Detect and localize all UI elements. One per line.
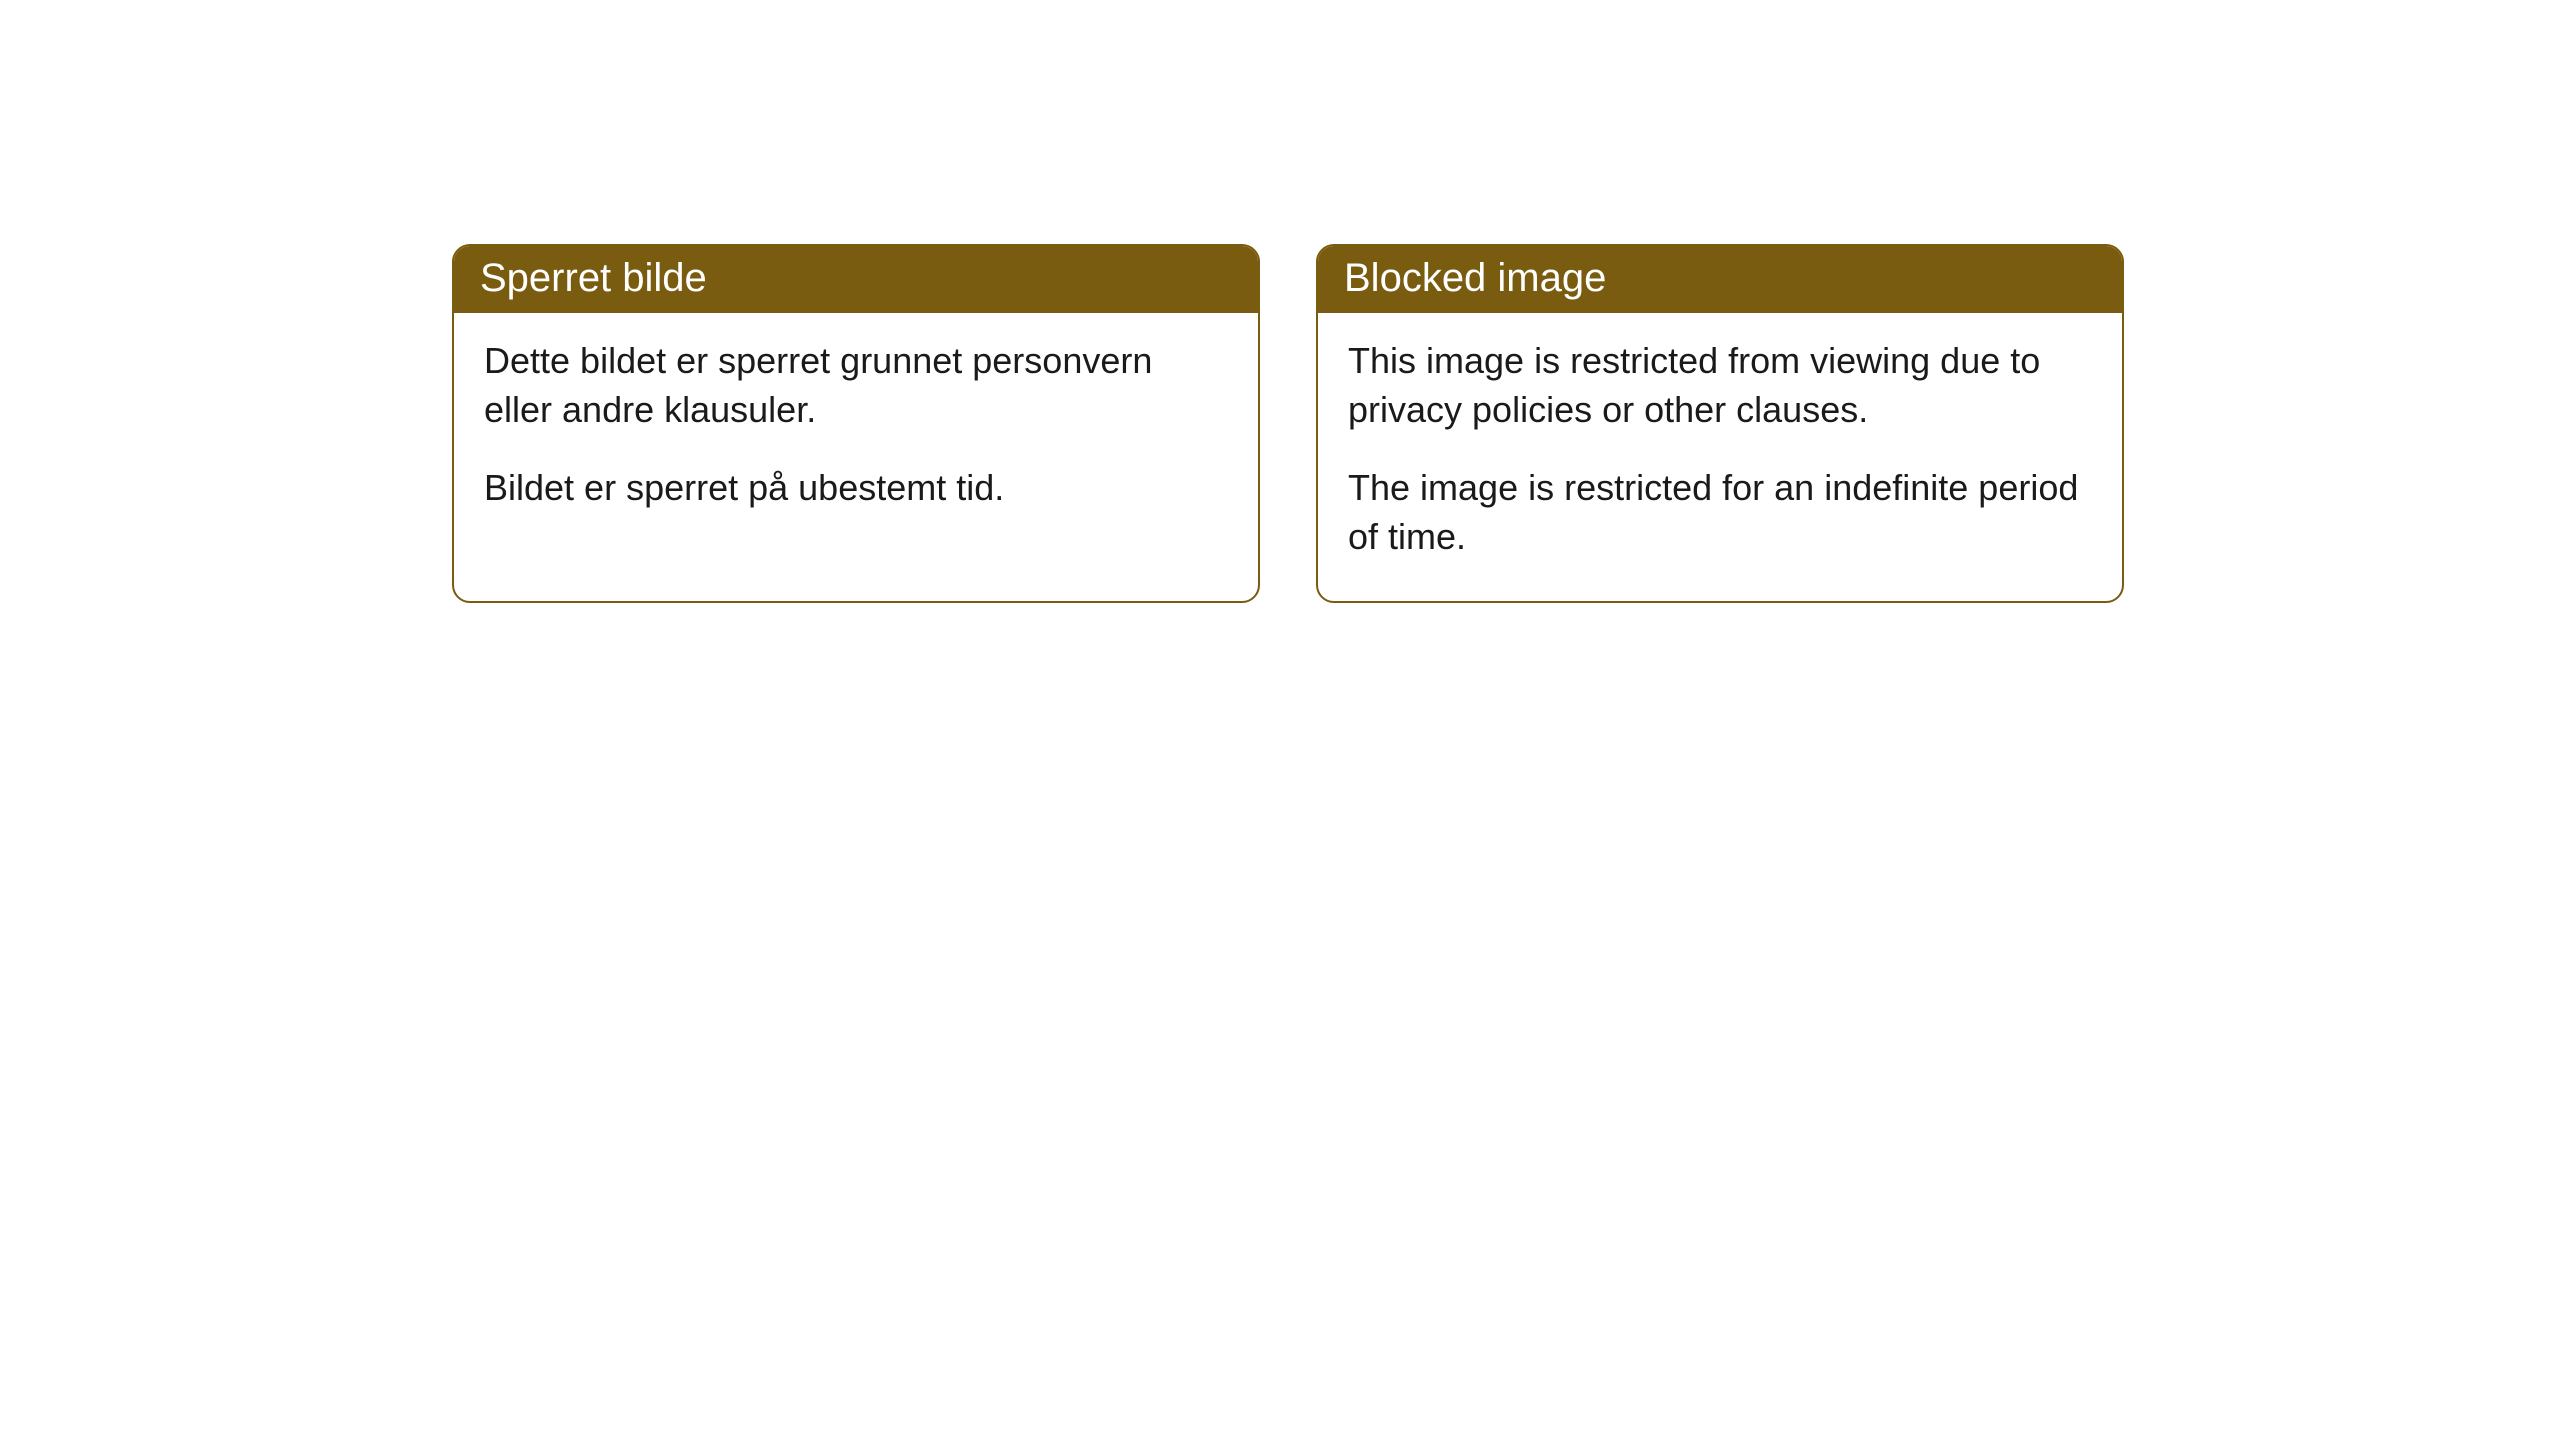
blocked-image-card-norwegian: Sperret bilde Dette bildet er sperret gr… (452, 244, 1260, 603)
card-paragraph: This image is restricted from viewing du… (1348, 337, 2092, 434)
card-paragraph: Bildet er sperret på ubestemt tid. (484, 464, 1228, 513)
card-header: Sperret bilde (454, 246, 1258, 313)
card-title: Sperret bilde (480, 256, 707, 300)
blocked-image-card-english: Blocked image This image is restricted f… (1316, 244, 2124, 603)
card-paragraph: The image is restricted for an indefinit… (1348, 464, 2092, 561)
card-header: Blocked image (1318, 246, 2122, 313)
card-paragraph: Dette bildet er sperret grunnet personve… (484, 337, 1228, 434)
card-body: This image is restricted from viewing du… (1318, 313, 2122, 601)
card-body: Dette bildet er sperret grunnet personve… (454, 313, 1258, 553)
cards-container: Sperret bilde Dette bildet er sperret gr… (452, 244, 2124, 603)
card-title: Blocked image (1344, 256, 1606, 300)
